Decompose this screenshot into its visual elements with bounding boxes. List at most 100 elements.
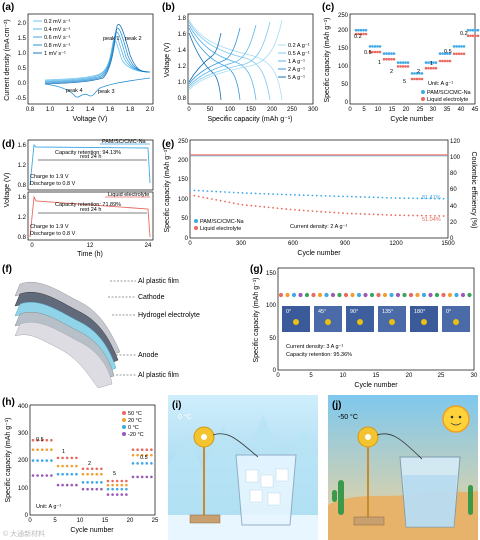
bend-point bbox=[330, 292, 336, 298]
x-axis-label: Cycle number bbox=[354, 382, 398, 389]
rate-point-hydrogel bbox=[427, 61, 430, 64]
battery-layers-illustration bbox=[14, 282, 121, 389]
x-ticks: 0 5 10 15 20 25 30 bbox=[276, 373, 478, 379]
svg-text:1.0: 1.0 bbox=[46, 107, 55, 113]
panel-label-c: (c) bbox=[322, 2, 334, 13]
rate-point-hydrogel bbox=[466, 28, 470, 32]
rate-point-liquid bbox=[471, 34, 475, 38]
temp-point bbox=[125, 493, 128, 496]
cycle-point-liquid-electrolyte bbox=[315, 210, 318, 213]
panel-c-rate: (c) 0.2 0.5 1 2 5 2 1 0.5 0.2 Unit: A g⁻¹ PA… bbox=[322, 2, 480, 123]
cycle-point-liquid-electrolyte bbox=[420, 214, 423, 217]
cycle-point-liquid-electrolyte bbox=[337, 211, 340, 214]
panel-j-illustration: (j) -50 °C bbox=[328, 395, 478, 540]
svg-text:180°: 180° bbox=[414, 309, 425, 315]
temp-point bbox=[136, 448, 139, 452]
rate-point-hydrogel bbox=[404, 61, 407, 64]
rate-point-hydrogel bbox=[368, 45, 372, 48]
temp-point bbox=[111, 487, 114, 491]
svg-text:0.8: 0.8 bbox=[18, 235, 27, 241]
rate-point-liquid bbox=[401, 65, 405, 68]
svg-text:0.6 mV s⁻¹: 0.6 mV s⁻¹ bbox=[44, 35, 71, 41]
temp-point bbox=[56, 472, 60, 476]
svg-text:30: 30 bbox=[471, 373, 478, 379]
x-axis-label: Cycle number bbox=[70, 527, 114, 534]
svg-text:400: 400 bbox=[18, 404, 29, 410]
svg-text:0: 0 bbox=[188, 241, 192, 247]
svg-text:24: 24 bbox=[145, 243, 152, 249]
x-axis-label: Specific capacity (mAh g⁻¹) bbox=[208, 116, 293, 123]
cycle-point-pam-sc-cmc-na bbox=[381, 196, 384, 199]
charge-top: Charge to 1.9 V bbox=[30, 174, 69, 180]
temp-point bbox=[86, 487, 89, 491]
svg-text:1.6: 1.6 bbox=[18, 143, 27, 149]
cycle-point-liquid-electrolyte bbox=[333, 211, 336, 214]
cycle-point-pam-sc-cmc-na bbox=[197, 189, 200, 192]
svg-text:1.6: 1.6 bbox=[178, 32, 187, 38]
cycle-point-pam-sc-cmc-na bbox=[228, 191, 231, 194]
rate-point-hydrogel bbox=[434, 61, 438, 64]
temp-point bbox=[31, 448, 35, 452]
rate-point-liquid bbox=[448, 59, 452, 63]
svg-text:1.2: 1.2 bbox=[66, 107, 75, 113]
svg-text:200: 200 bbox=[338, 28, 349, 34]
rate-point-hydrogel bbox=[371, 45, 374, 48]
cycle-point-pam-sc-cmc-na bbox=[329, 195, 331, 197]
bend-point bbox=[460, 292, 466, 298]
temp-point bbox=[115, 483, 119, 487]
x-axis-label: Cycle number bbox=[390, 116, 434, 123]
rate-point-liquid bbox=[446, 59, 449, 63]
panel-label-f: (f) bbox=[2, 264, 12, 275]
temp-point bbox=[31, 459, 35, 462]
temp-point bbox=[45, 474, 49, 477]
retention-bottom: Capacity retention: 71.89% bbox=[55, 202, 121, 208]
temp-point bbox=[81, 481, 85, 484]
cycle-point-pam-sc-cmc-na bbox=[407, 197, 410, 200]
cycle-point-liquid-electrolyte bbox=[206, 197, 209, 200]
temp-point bbox=[90, 472, 94, 476]
temp-point bbox=[145, 448, 149, 452]
temp-point bbox=[56, 464, 60, 468]
rate-point-liquid bbox=[441, 59, 444, 63]
rate-point-hydrogel bbox=[406, 61, 410, 64]
temp-point bbox=[50, 448, 53, 452]
y-ticks: 0 50 100 150 bbox=[266, 271, 277, 374]
temp-point bbox=[70, 472, 74, 476]
panel-b-gcd: (b) 0.2 A g⁻¹ 0.5 A g⁻¹ 1 A g⁻¹ 2 A g⁻¹ … bbox=[162, 2, 319, 123]
rate-point-liquid bbox=[460, 52, 463, 56]
svg-text:30: 30 bbox=[430, 107, 437, 113]
svg-text:1.2: 1.2 bbox=[18, 215, 27, 221]
cycle-point-liquid-electrolyte bbox=[263, 206, 266, 208]
svg-text:1: 1 bbox=[62, 449, 65, 455]
temp-point bbox=[86, 481, 89, 484]
temp-point bbox=[45, 438, 49, 442]
cactus-icon bbox=[332, 480, 473, 515]
ice-cup bbox=[235, 454, 297, 526]
temp-point bbox=[131, 448, 135, 452]
svg-text:100: 100 bbox=[178, 197, 189, 203]
bend-point bbox=[447, 292, 453, 298]
rate-point-hydrogel bbox=[471, 28, 475, 32]
rate-point-liquid bbox=[462, 52, 466, 56]
cycle-point-pam-sc-cmc-na bbox=[250, 192, 253, 195]
cycle-point-liquid-electrolyte bbox=[368, 213, 371, 216]
rate-point-hydrogel bbox=[415, 72, 419, 75]
temp-point bbox=[150, 448, 153, 452]
bend-point bbox=[402, 292, 407, 298]
retention-blue: 81.47% bbox=[422, 195, 441, 201]
cycle-point-pam-sc-cmc-na bbox=[346, 195, 349, 198]
cycle-point-liquid-electrolyte bbox=[350, 212, 353, 215]
svg-text:45°: 45° bbox=[318, 309, 326, 315]
svg-text:Hydrogel electrolyte: Hydrogel electrolyte bbox=[138, 312, 200, 319]
svg-text:250: 250 bbox=[338, 13, 349, 19]
layer-leader-lines bbox=[108, 280, 136, 376]
temp-point bbox=[81, 472, 85, 476]
temp-point bbox=[36, 438, 39, 442]
cycle-point-pam-sc-cmc-na bbox=[259, 192, 261, 195]
svg-text:150: 150 bbox=[178, 177, 189, 183]
rate-point-liquid bbox=[373, 50, 377, 54]
cycle-point-pam-sc-cmc-na bbox=[385, 196, 388, 199]
svg-text:Al plastic film: Al plastic film bbox=[138, 372, 179, 379]
rate-point-hydrogel bbox=[460, 45, 463, 48]
plot-frame-top bbox=[27, 139, 154, 191]
